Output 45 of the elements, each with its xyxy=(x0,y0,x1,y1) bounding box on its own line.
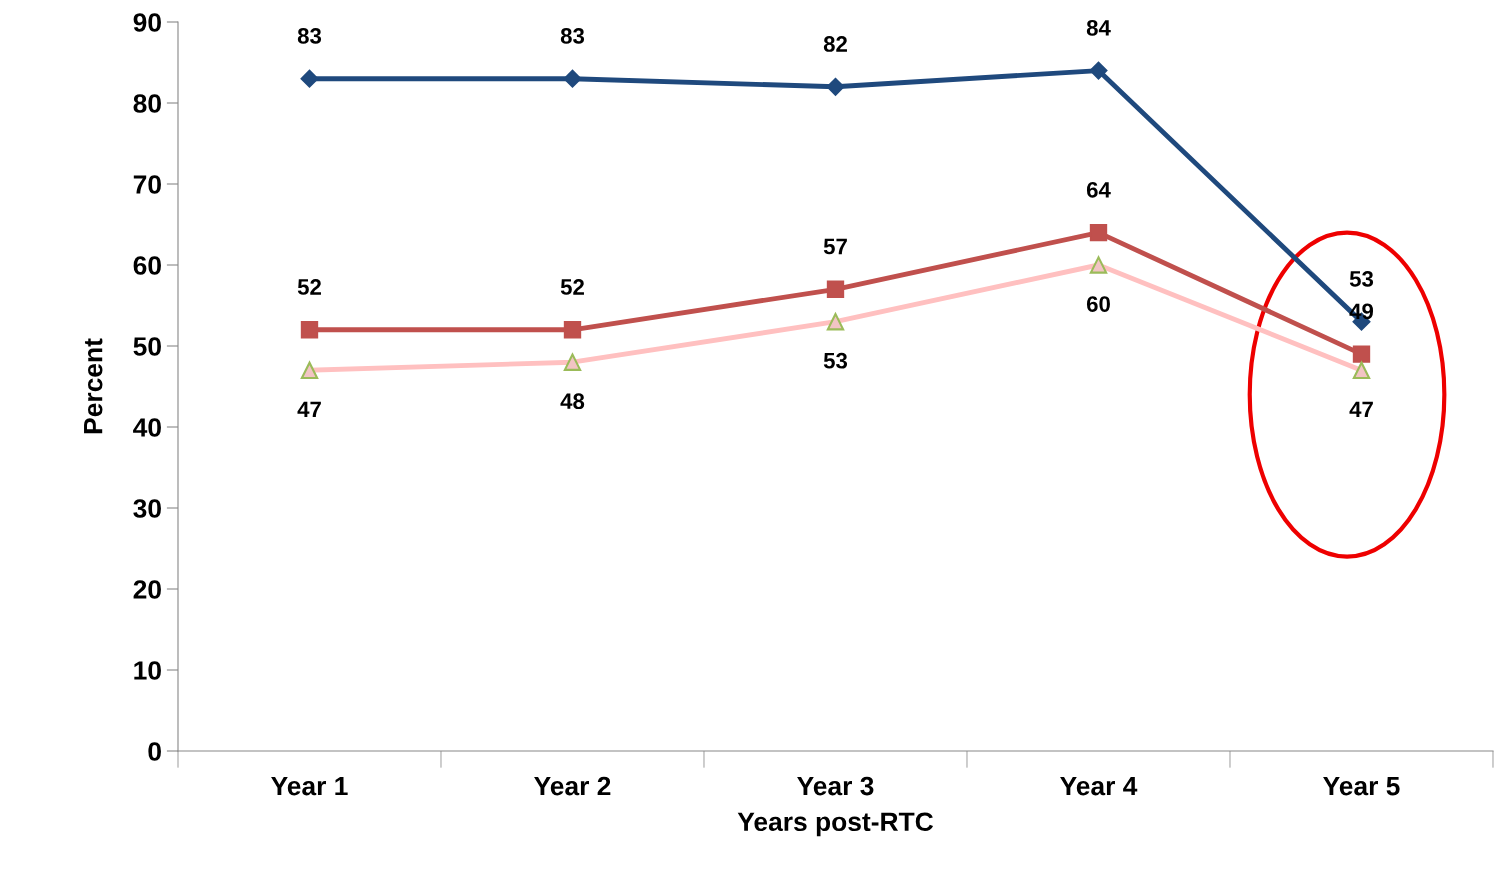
y-tick-label: 40 xyxy=(133,418,161,437)
data-label: 83 xyxy=(560,28,585,44)
point xyxy=(1089,223,1108,242)
data-label: 52 xyxy=(297,279,321,295)
data-label: 57 xyxy=(823,238,847,255)
data-label: 83 xyxy=(297,28,322,44)
y-axis-title: Percent xyxy=(84,338,103,434)
y-tick-label: 50 xyxy=(133,337,161,356)
point xyxy=(300,69,319,88)
x-tick-label: Year 1 xyxy=(271,776,348,796)
x-tick-label: Year 5 xyxy=(1323,776,1400,796)
point xyxy=(563,321,582,339)
point xyxy=(300,361,319,379)
data-label: 64 xyxy=(1086,181,1111,198)
point xyxy=(563,353,582,371)
data-label: 53 xyxy=(1349,271,1374,287)
data-label: 48 xyxy=(560,393,585,410)
data-label: 47 xyxy=(1349,401,1373,417)
x-tick-label: Year 2 xyxy=(534,776,611,796)
y-tick-label: 30 xyxy=(133,499,161,518)
point xyxy=(300,321,319,339)
y-tick-label: 0 xyxy=(148,742,161,761)
y-tick-label: 20 xyxy=(133,580,161,599)
x-tick-label: Year 4 xyxy=(1060,776,1138,796)
point xyxy=(1352,345,1371,363)
y-tick-label: 60 xyxy=(133,256,161,275)
point xyxy=(1089,61,1108,80)
data-label: 84 xyxy=(1086,19,1111,36)
y-tick-label: 90 xyxy=(133,13,161,32)
point xyxy=(826,313,845,331)
data-label: 52 xyxy=(560,279,584,295)
point xyxy=(826,280,845,298)
point xyxy=(826,77,845,96)
y-tick-label: 80 xyxy=(133,94,161,113)
data-label: 82 xyxy=(823,36,847,52)
data-label: 53 xyxy=(823,352,848,369)
point xyxy=(563,69,582,88)
x-axis-title: Years post-RTC xyxy=(737,812,934,837)
data-label: 60 xyxy=(1086,296,1110,312)
point xyxy=(1352,361,1371,379)
point xyxy=(1089,256,1108,274)
x-tick-label: Year 3 xyxy=(797,776,874,796)
y-tick-label: 70 xyxy=(133,175,161,194)
y-tick-label: 10 xyxy=(134,661,161,680)
data-label: 47 xyxy=(297,401,321,417)
